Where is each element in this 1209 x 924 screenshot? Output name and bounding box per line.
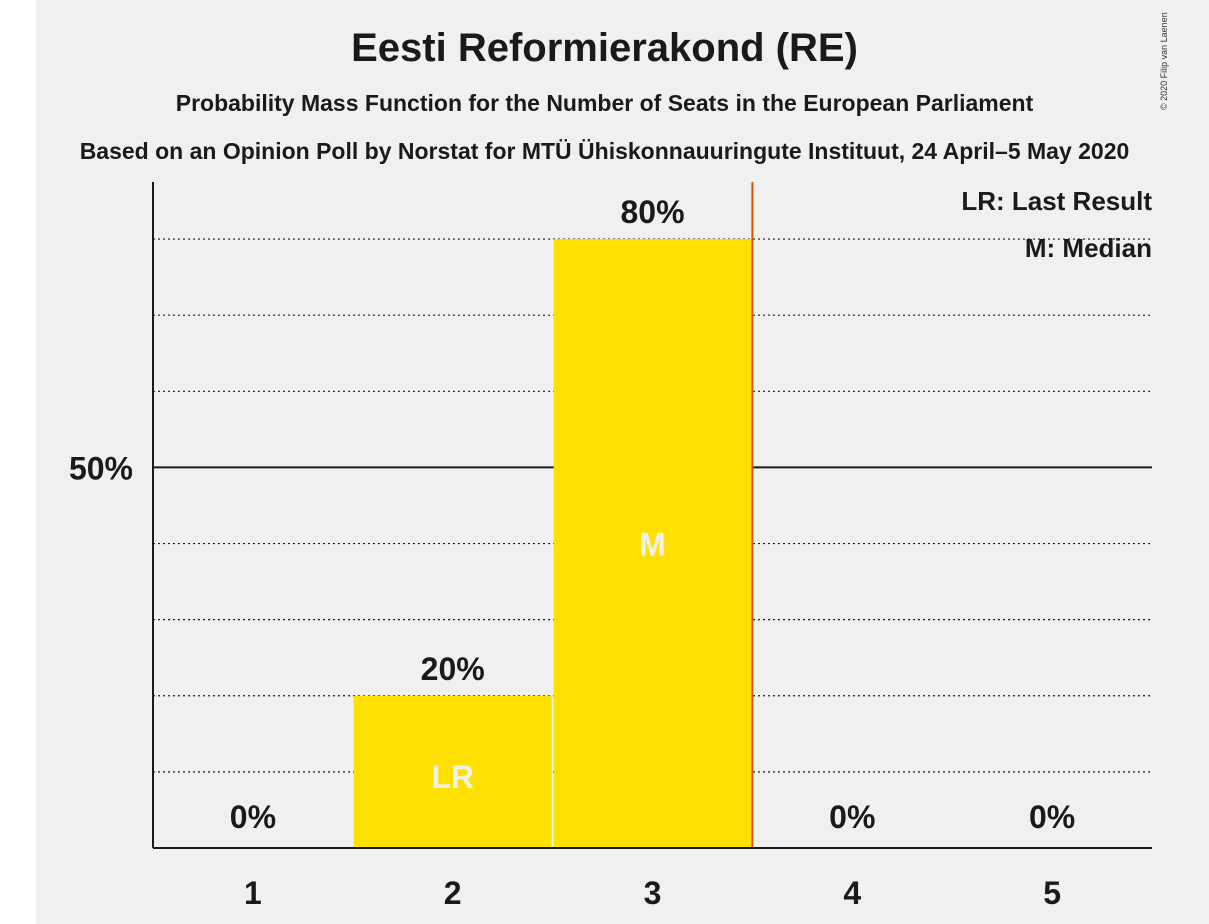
x-tick-label: 3 — [644, 875, 662, 911]
bar-marker-label: LR — [431, 759, 474, 795]
bar-seats-3 — [553, 239, 752, 849]
bar-marker-label: M — [639, 527, 666, 563]
x-tick-label: 4 — [843, 875, 861, 911]
chart-source: Based on an Opinion Poll by Norstat for … — [79, 138, 1130, 164]
bar-value-label: 0% — [829, 799, 875, 835]
x-tick-label: 5 — [1043, 875, 1061, 911]
chart-subtitle: Probability Mass Function for the Number… — [175, 90, 1034, 116]
legend-median: M: Median — [1025, 233, 1152, 263]
chart-title: Eesti Reformierakond (RE) — [351, 26, 858, 70]
x-tick-label: 1 — [244, 875, 262, 911]
bar-value-label: 20% — [421, 651, 485, 687]
x-tick-label: 2 — [444, 875, 462, 911]
bar-value-label: 0% — [230, 799, 276, 835]
bar-value-label: 80% — [620, 194, 684, 230]
bar-seats-2 — [353, 695, 552, 848]
y-tick-label: 50% — [69, 450, 133, 486]
bar-value-label: 0% — [1029, 799, 1075, 835]
legend-last-result: LR: Last Result — [961, 186, 1152, 216]
